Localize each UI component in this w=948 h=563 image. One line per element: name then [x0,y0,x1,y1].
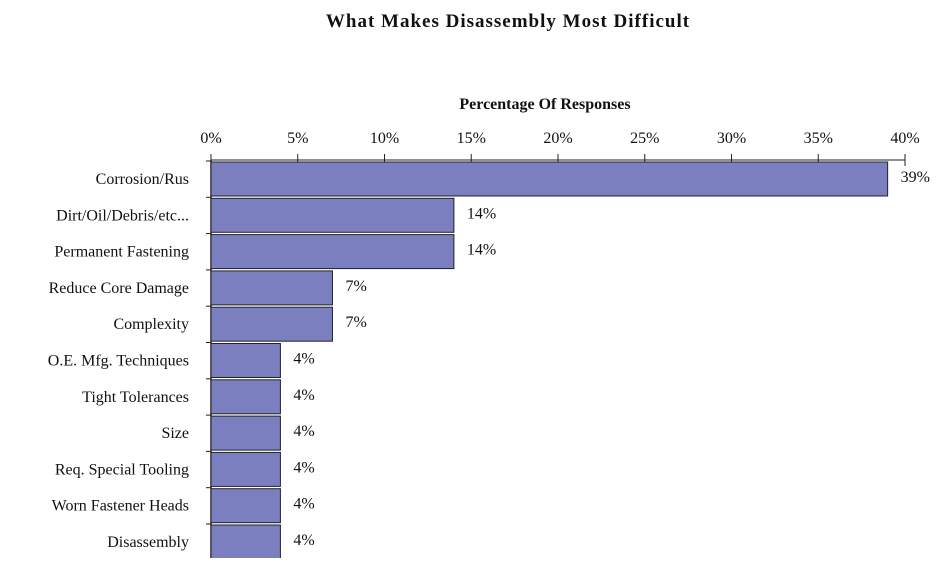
category-label: Worn Fastener Heads [52,498,189,515]
x-axis-title: Percentage Of Responses [459,96,630,113]
x-tick-label: 0% [200,130,221,147]
data-label: 7% [345,314,366,331]
x-tick-label: 25% [630,130,659,147]
data-label: 39% [901,169,930,186]
category-labels: Corrosion/Rus Dirt/Oil/Debris/etc... Perma… [48,171,189,551]
category-label: O.E. Mfg. Techniques [48,353,189,370]
category-label: Permanent Fastening [54,244,189,261]
x-tick-label: 15% [457,130,486,147]
category-label: Reduce Core Damage [49,280,189,297]
data-label: 4% [293,387,314,404]
bar [210,488,281,524]
category-label: Dirt/Oil/Debris/etc... [56,207,189,224]
bar [210,415,281,451]
category-label: Corrosion/Rus [96,171,189,188]
data-labels: 39% 14% 14% 7% 7% 4% 4% 4% 4% 4% 4% [293,169,930,549]
x-tick-label: 10% [370,130,399,147]
data-label: 4% [293,532,314,549]
bar [210,524,281,560]
category-label: Disassembly [107,534,189,551]
data-label: 4% [293,496,314,513]
category-label: Complexity [113,316,189,333]
x-tick-label: 20% [543,130,572,147]
bar [210,234,455,270]
bar [210,343,281,378]
bar [210,306,333,342]
data-label: 14% [467,242,496,259]
x-tick-label: 35% [804,130,833,147]
chart-title: What Makes Disassembly Most Difficult [326,11,690,32]
data-label: 4% [293,459,314,476]
bar [210,197,455,233]
data-label: 4% [293,351,314,368]
bar [210,161,889,197]
data-label: 4% [293,423,314,440]
bar [210,379,281,415]
x-tick-label: 5% [287,130,308,147]
category-label: Size [161,425,189,442]
category-label: Tight Tolerances [82,389,189,406]
x-tick-label: 40% [890,130,919,147]
bars [210,161,889,560]
bar [210,451,281,487]
data-label: 7% [345,278,366,295]
bar [210,270,333,306]
x-tick-label: 30% [717,130,746,147]
category-label: Req. Special Tooling [55,461,189,478]
data-label: 14% [467,205,496,222]
